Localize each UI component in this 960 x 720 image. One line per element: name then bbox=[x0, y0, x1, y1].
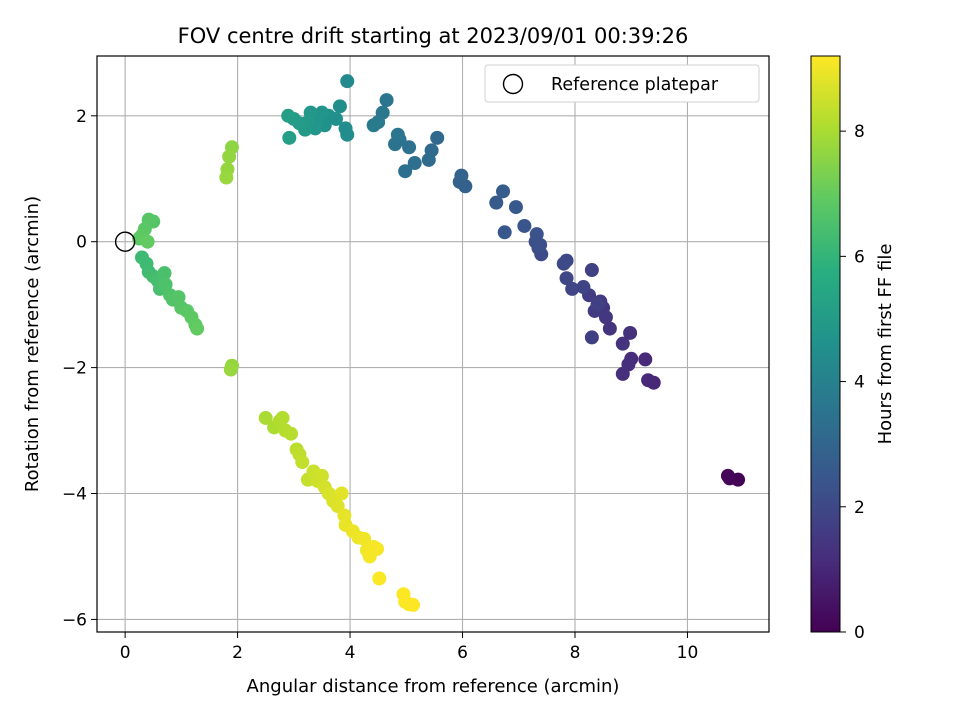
data-point bbox=[314, 468, 329, 483]
data-point bbox=[275, 410, 290, 425]
y-tick-label: 0 bbox=[76, 233, 87, 253]
data-point bbox=[497, 225, 512, 240]
data-point bbox=[332, 99, 347, 114]
data-point bbox=[602, 321, 617, 336]
data-point bbox=[370, 541, 385, 556]
data-point bbox=[638, 352, 653, 367]
data-point bbox=[140, 234, 155, 249]
axis-ticks: 0 2 4 6 8 10 −6 −4 −2 0 2 bbox=[62, 107, 698, 663]
data-point bbox=[357, 531, 372, 546]
data-point bbox=[406, 597, 421, 612]
data-point bbox=[576, 280, 591, 295]
data-point bbox=[379, 93, 394, 108]
data-point bbox=[615, 366, 630, 381]
colorbar: 0 2 4 6 8 Hours from first FF file bbox=[810, 55, 896, 643]
colorbar-tick-label: 6 bbox=[854, 247, 865, 267]
plot-frame bbox=[96, 55, 770, 633]
y-axis-label: Rotation from reference (arcmin) bbox=[22, 196, 43, 492]
data-point bbox=[508, 200, 523, 215]
colorbar-tick-label: 2 bbox=[854, 498, 865, 518]
reference-platepar-marker bbox=[114, 231, 136, 252]
data-point bbox=[190, 321, 205, 336]
legend: Reference platepar bbox=[484, 64, 760, 103]
data-point bbox=[402, 140, 417, 155]
data-point bbox=[590, 297, 605, 312]
data-point bbox=[157, 266, 172, 281]
data-point bbox=[219, 170, 234, 185]
data-point bbox=[430, 130, 445, 145]
y-tick-label: −2 bbox=[62, 359, 87, 379]
data-point bbox=[565, 281, 580, 296]
data-point bbox=[584, 263, 599, 278]
data-points bbox=[114, 74, 746, 612]
data-point bbox=[171, 290, 186, 305]
x-tick-label: 8 bbox=[570, 643, 581, 663]
x-tick-label: 2 bbox=[232, 643, 243, 663]
data-point bbox=[281, 108, 296, 123]
data-point bbox=[496, 184, 511, 199]
y-tick-label: 2 bbox=[76, 107, 87, 127]
data-point bbox=[223, 362, 238, 377]
data-point bbox=[338, 121, 353, 136]
data-point bbox=[454, 168, 469, 183]
colorbar-label: Hours from first FF file bbox=[875, 244, 896, 445]
data-point bbox=[529, 227, 544, 242]
data-point bbox=[366, 118, 381, 133]
data-point bbox=[641, 373, 656, 388]
data-point bbox=[489, 195, 504, 210]
legend-marker-circle bbox=[502, 73, 524, 95]
data-point bbox=[623, 325, 638, 340]
x-axis-label: Angular distance from reference (arcmin) bbox=[247, 676, 620, 697]
colorbar-tick-label: 4 bbox=[854, 373, 865, 393]
data-point bbox=[615, 336, 630, 351]
x-tick-label: 10 bbox=[677, 643, 699, 663]
colorbar-tick-label: 0 bbox=[854, 623, 865, 643]
data-point bbox=[533, 237, 548, 252]
data-point bbox=[421, 152, 436, 167]
data-point bbox=[407, 156, 422, 171]
data-point bbox=[559, 271, 574, 286]
data-point bbox=[258, 410, 273, 425]
data-point bbox=[556, 256, 571, 271]
data-point bbox=[284, 426, 299, 441]
colorbar-gradient bbox=[810, 55, 841, 633]
x-tick-label: 0 bbox=[120, 643, 131, 663]
x-tick-label: 4 bbox=[345, 643, 356, 663]
data-point bbox=[158, 277, 173, 292]
colorbar-ticks: 0 2 4 6 8 bbox=[840, 122, 865, 643]
data-point bbox=[340, 74, 355, 89]
data-point bbox=[517, 218, 532, 233]
y-tick-label: −4 bbox=[62, 485, 87, 505]
data-point bbox=[295, 455, 310, 470]
data-point bbox=[334, 486, 349, 501]
y-tick-label: −6 bbox=[62, 610, 87, 630]
data-point bbox=[398, 164, 413, 179]
data-point bbox=[282, 130, 297, 145]
grid-lines bbox=[97, 56, 769, 632]
colorbar-tick-label: 8 bbox=[854, 122, 865, 142]
data-point bbox=[390, 127, 405, 142]
legend-box bbox=[484, 64, 760, 103]
data-point bbox=[222, 149, 237, 164]
x-tick-label: 6 bbox=[457, 643, 468, 663]
legend-entry-reference: Reference platepar bbox=[551, 75, 719, 95]
data-point bbox=[584, 330, 599, 345]
chart-title: FOV centre drift starting at 2023/09/01 … bbox=[178, 24, 689, 48]
data-point bbox=[372, 571, 387, 586]
data-point bbox=[722, 471, 737, 486]
